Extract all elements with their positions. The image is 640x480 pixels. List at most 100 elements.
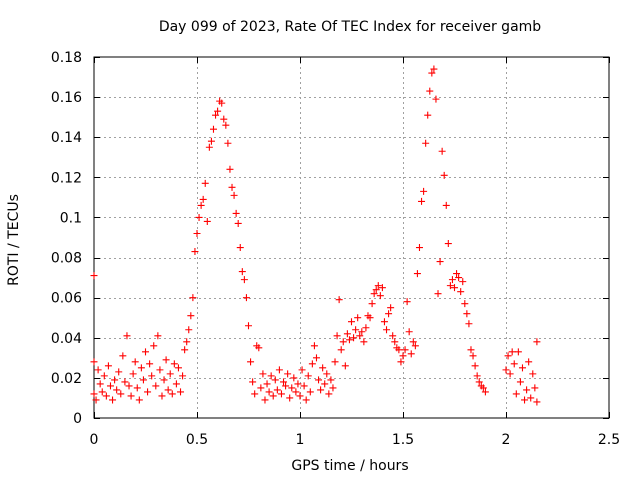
axis-ticks <box>94 57 610 419</box>
data-point <box>265 388 273 396</box>
data-point <box>282 382 290 390</box>
data-point <box>475 378 483 386</box>
y-tick-label: 0.12 <box>51 170 82 186</box>
data-point <box>148 372 156 380</box>
data-point <box>106 382 114 390</box>
data-point <box>284 370 292 378</box>
data-point <box>430 65 438 73</box>
data-point <box>133 384 141 392</box>
data-point <box>257 384 265 392</box>
data-point <box>343 330 351 338</box>
y-tick-label: 0.02 <box>51 371 82 387</box>
data-point <box>164 386 172 394</box>
data-point <box>102 392 110 400</box>
data-point <box>168 390 176 398</box>
data-point <box>428 69 436 77</box>
data-point <box>251 390 259 398</box>
data-point <box>294 380 302 388</box>
data-point <box>457 288 465 296</box>
data-point <box>228 183 236 191</box>
data-point <box>424 111 432 119</box>
data-point <box>131 358 139 366</box>
data-point <box>525 358 533 366</box>
data-point <box>162 356 170 364</box>
data-point <box>296 392 304 400</box>
data-point <box>150 342 158 350</box>
data-point <box>426 87 434 95</box>
data-point <box>420 187 428 195</box>
y-tick-label: 0.14 <box>51 130 82 146</box>
data-point <box>418 197 426 205</box>
data-point <box>135 396 143 404</box>
data-point <box>177 388 185 396</box>
data-point <box>195 213 203 221</box>
data-point <box>224 139 232 147</box>
data-point <box>214 107 222 115</box>
data-point <box>220 115 228 123</box>
data-point <box>259 370 267 378</box>
data-point <box>401 346 409 354</box>
data-point <box>290 374 298 382</box>
data-point <box>269 392 277 400</box>
data-point <box>504 352 512 360</box>
data-point <box>448 276 456 284</box>
x-tick-label: 0.5 <box>186 432 208 448</box>
data-point <box>144 388 152 396</box>
data-point <box>465 320 473 328</box>
data-point <box>461 300 469 308</box>
data-point <box>100 372 108 380</box>
data-point <box>218 99 226 107</box>
data-point <box>170 360 178 368</box>
data-series-roti <box>90 65 541 406</box>
data-point <box>90 390 98 398</box>
data-point <box>205 143 213 151</box>
data-point <box>339 338 347 346</box>
data-point <box>325 390 333 398</box>
data-point <box>317 386 325 394</box>
data-point <box>395 346 403 354</box>
data-point <box>121 378 129 386</box>
data-point <box>267 372 275 380</box>
data-point <box>280 378 288 386</box>
data-point <box>185 326 193 334</box>
x-tick-label: 2 <box>502 432 511 448</box>
data-point <box>409 338 417 346</box>
data-point <box>510 360 518 368</box>
data-point <box>179 372 187 380</box>
data-point <box>360 338 368 346</box>
data-point <box>411 342 419 350</box>
data-point <box>129 370 137 378</box>
data-point <box>345 336 353 344</box>
data-point <box>366 314 374 322</box>
data-point <box>453 270 461 278</box>
data-point <box>451 284 458 292</box>
data-point <box>407 350 415 358</box>
data-point <box>502 366 510 374</box>
data-point <box>199 195 207 203</box>
data-point <box>90 358 98 366</box>
y-axis-label: ROTI / TECUs <box>6 194 22 286</box>
data-point <box>127 392 135 400</box>
data-point <box>242 294 250 302</box>
data-point <box>139 376 147 384</box>
data-point <box>115 368 123 376</box>
data-point <box>378 284 386 292</box>
data-point <box>158 392 166 400</box>
data-point <box>275 366 283 374</box>
data-point <box>354 314 362 322</box>
data-point <box>531 384 539 392</box>
data-point <box>189 294 197 302</box>
data-point <box>329 384 337 392</box>
data-point <box>166 370 174 378</box>
data-point <box>245 322 252 330</box>
data-point <box>187 312 195 320</box>
data-point <box>98 388 106 396</box>
data-point <box>207 137 215 145</box>
y-tick-label: 0.1 <box>60 210 82 226</box>
data-point <box>193 229 201 237</box>
data-point <box>434 290 442 298</box>
data-point <box>308 360 316 368</box>
grid <box>94 57 609 418</box>
data-point <box>222 121 230 129</box>
y-tick-label: 0.08 <box>51 251 82 267</box>
